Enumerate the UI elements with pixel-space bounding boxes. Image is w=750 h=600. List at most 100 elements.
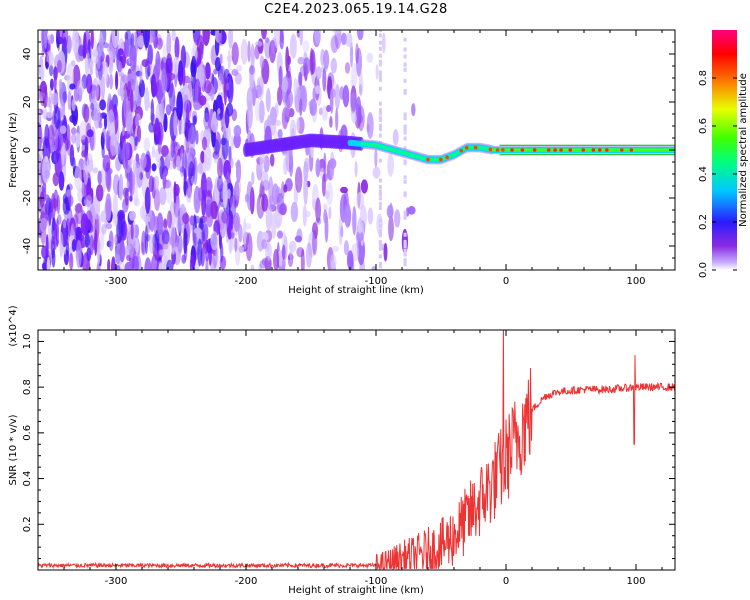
colorbar-gradient [712, 30, 737, 270]
noise-speck [51, 222, 58, 240]
noise-speck [309, 47, 314, 76]
noise-speck [127, 220, 132, 246]
noise-speck [97, 236, 101, 265]
noise-speck [104, 62, 109, 85]
noise-speck [161, 145, 169, 158]
noise-speck [354, 161, 358, 178]
noise-speck [287, 55, 291, 65]
noise-speck [170, 136, 175, 159]
noise-speck [230, 232, 235, 239]
noise-speck [148, 233, 155, 254]
noise-speck [143, 30, 151, 49]
x-tick-label: 0 [503, 576, 509, 587]
streak-speck [403, 258, 407, 263]
noise-speck [101, 223, 107, 235]
noise-speck [265, 88, 271, 113]
noise-speck [240, 38, 248, 65]
track-peak [473, 145, 478, 150]
noise-speck [350, 92, 356, 114]
noise-speck [81, 177, 90, 200]
noise-speck [279, 31, 285, 50]
noise-speck [38, 221, 43, 237]
noise-speck [44, 30, 48, 50]
noise-speck [38, 122, 43, 152]
noise-speck [217, 157, 223, 179]
noise-speck [215, 245, 220, 270]
noise-speck [105, 193, 112, 222]
noise-speck [243, 217, 247, 246]
track-peak [459, 148, 464, 153]
track-peak [629, 148, 634, 152]
noise-speck [299, 98, 303, 117]
noise-speck [76, 239, 82, 269]
noise-speck [230, 135, 234, 150]
noise-speck [151, 163, 157, 172]
noise-speck [43, 214, 49, 222]
noise-speck [145, 57, 150, 80]
noise-speck [227, 188, 231, 199]
noise-speck [103, 115, 108, 130]
noise-speck [45, 111, 53, 119]
noise-speck [293, 78, 298, 96]
noise-speck [277, 230, 283, 239]
noise-speck [100, 210, 107, 223]
noise-speck [329, 116, 333, 128]
noise-speck [233, 212, 241, 232]
noise-speck [238, 224, 243, 243]
streak-speck [403, 160, 407, 165]
noise-speck [140, 152, 147, 169]
noise-speck [198, 187, 203, 202]
noise-speck [206, 199, 212, 211]
noise-speck [222, 72, 227, 95]
noise-speck [166, 259, 174, 270]
noise-speck [129, 44, 137, 72]
noise-speck [392, 129, 399, 146]
x-tick-label: -300 [105, 276, 128, 287]
noise-speck [123, 39, 129, 58]
noise-speck [126, 80, 132, 102]
noise-speck [387, 153, 394, 177]
noise-speck [235, 159, 242, 184]
noise-speck [342, 84, 350, 108]
track-peak [510, 148, 514, 152]
noise-speck [343, 240, 349, 256]
streak-speck [378, 123, 382, 128]
x-tick-label: 100 [626, 576, 645, 587]
noise-speck [281, 76, 289, 93]
noise-speck [156, 37, 163, 50]
y-tick-label: 20 [22, 96, 33, 109]
track-peak [619, 148, 624, 152]
noise-speck [163, 113, 168, 133]
streak-speck [403, 191, 407, 196]
noise-speck [366, 52, 374, 63]
noise-speck [258, 263, 263, 270]
streak-speck [403, 232, 407, 237]
track-peak [559, 148, 563, 152]
colorbar-tick-label: 0.2 [698, 214, 709, 230]
noise-speck [296, 117, 300, 133]
noise-speck [326, 104, 332, 113]
noise-speck [234, 180, 240, 207]
noise-speck [231, 42, 239, 66]
noise-speck [314, 30, 322, 45]
noise-speck [315, 197, 321, 223]
noise-speck [261, 193, 269, 212]
noise-speck [394, 209, 401, 228]
noise-speck [59, 232, 64, 258]
noise-speck [275, 119, 282, 127]
noise-speck [330, 254, 337, 269]
noise-speck [255, 99, 261, 122]
track-peak [495, 148, 500, 152]
noise-speck [323, 209, 328, 224]
noise-speck [323, 203, 328, 212]
noise-speck [87, 58, 94, 70]
noise-speck [66, 140, 72, 156]
noise-speck [133, 159, 137, 178]
track-peak [501, 148, 505, 152]
noise-speck [179, 148, 185, 178]
noise-speck [261, 30, 267, 40]
noise-speck [312, 229, 318, 256]
noise-speck [201, 189, 207, 218]
noise-speck [388, 215, 394, 242]
y-tick-label: 0 [22, 147, 33, 153]
